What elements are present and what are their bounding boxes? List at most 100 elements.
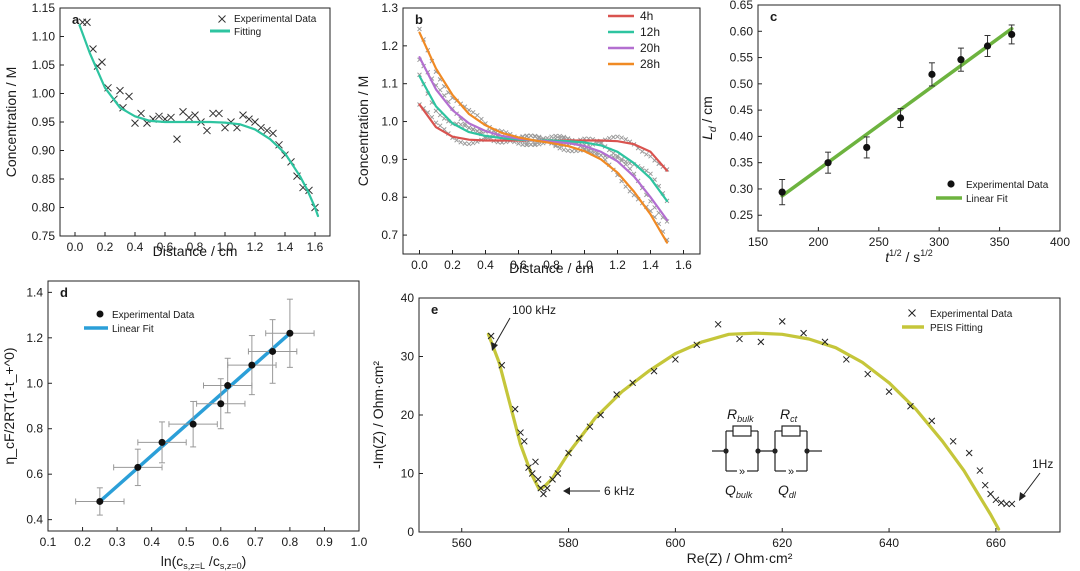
data-point (672, 356, 679, 363)
annotation-arrow (493, 317, 511, 347)
x-marker-stroke (987, 490, 994, 498)
x-tick-label: 400 (1050, 235, 1070, 249)
x-tick-label: 1.0 (217, 240, 234, 254)
x-marker-stroke (233, 123, 241, 132)
x-axis-label: Distance / cm (509, 260, 594, 276)
annotation-100khz: 100 kHz (512, 303, 556, 317)
series-line (418, 31, 669, 244)
data-point (269, 347, 277, 355)
data-point (824, 159, 832, 167)
x-marker-stroke (907, 402, 914, 410)
x-marker-stroke (561, 147, 567, 153)
x-tick-label: 350 (990, 235, 1010, 249)
x-marker-stroke (532, 458, 539, 466)
label-q-bulk-main: Q (725, 482, 736, 498)
x-marker-stroke (597, 411, 604, 419)
resistor-ct (781, 425, 801, 437)
label-q-dl-main: Q (778, 482, 789, 498)
x-marker-stroke (474, 112, 480, 118)
x-marker-stroke (417, 72, 422, 78)
data-point (540, 490, 547, 498)
x-marker-stroke (524, 142, 530, 148)
label-r-ct-main: R (780, 406, 790, 422)
data-point (532, 141, 538, 146)
data-point (454, 137, 459, 143)
x-axis-label: t1/2 / s1/2 (885, 248, 933, 265)
x-marker-stroke (209, 109, 217, 118)
x-marker-stroke (561, 134, 567, 140)
data-point (1008, 30, 1016, 39)
x-tick-label: 0.8 (187, 240, 204, 254)
x-marker-stroke (305, 186, 313, 195)
data-point (623, 161, 629, 167)
x-marker-stroke (191, 111, 199, 120)
y-tick-label: 40 (401, 291, 415, 305)
data-point (89, 45, 97, 53)
x-marker-stroke (458, 139, 464, 145)
y-tick-label: 0.9 (381, 152, 398, 166)
x-tick-label: 580 (559, 536, 579, 550)
x-marker-stroke (528, 470, 536, 477)
data-point (137, 109, 145, 118)
plot-frame (47, 280, 360, 532)
data-point (474, 112, 480, 118)
legend-label: Experimental Data (930, 309, 1013, 320)
x-tick-label: 600 (665, 536, 685, 550)
x-marker-stroke (437, 112, 443, 118)
data-point (928, 417, 936, 425)
x-marker-stroke (83, 18, 91, 27)
panel-label: d (60, 285, 68, 300)
legend-marker (908, 309, 916, 317)
data-point (466, 125, 472, 131)
data-point (245, 115, 253, 124)
x-marker-stroke (554, 470, 562, 477)
x-marker-stroke (532, 142, 538, 148)
x-marker-stroke (842, 356, 850, 363)
y-tick-label: 0.35 (730, 156, 754, 170)
x-marker-stroke (778, 318, 786, 325)
y-tick-label: 0.55 (730, 51, 754, 65)
y-axis-label-part: d (708, 126, 719, 132)
data-point (639, 149, 645, 154)
x-marker-stroke (119, 103, 127, 112)
y-tick-label: 0.50 (730, 77, 754, 91)
data-point (470, 140, 476, 146)
x-marker-stroke (615, 134, 620, 140)
x-marker-stroke (540, 490, 547, 498)
x-marker-stroke (215, 109, 223, 118)
y-axis-label: η_cF/2RT(1-t_+^0) (1, 347, 17, 464)
data-point (619, 135, 624, 141)
x-marker-stroke (131, 119, 139, 127)
data-point (987, 490, 994, 498)
x-marker-stroke (885, 388, 893, 395)
y-tick-label: 1.15 (32, 1, 56, 15)
data-point (167, 113, 175, 122)
y-tick-label: 0.6 (26, 467, 43, 481)
data-point (532, 458, 539, 466)
x-marker-stroke (520, 437, 528, 445)
x-marker-stroke (537, 484, 545, 492)
data-point (511, 405, 519, 413)
x-axis-label-part: 1/2 (889, 248, 902, 258)
data-point (800, 329, 807, 337)
data-point (116, 86, 124, 95)
data-point (896, 114, 905, 122)
data-point (217, 400, 225, 408)
circuit-node (772, 448, 778, 454)
x-tick-label: 640 (879, 536, 899, 550)
x-marker-stroke (569, 148, 575, 154)
data-point (586, 423, 594, 431)
data-point (664, 219, 670, 224)
label-q-dl: Qdl (778, 482, 797, 500)
x-marker-stroke (89, 45, 97, 53)
data-point (155, 112, 163, 121)
y-tick-label: 1.2 (381, 39, 398, 53)
x-marker-stroke (575, 435, 583, 442)
x-tick-label: 0.6 (510, 258, 527, 272)
x-axis-label-part: / s (902, 249, 921, 265)
data-point (536, 141, 542, 147)
data-point (248, 361, 256, 369)
data-point (437, 112, 443, 118)
x-axis-label-part: ) (242, 553, 247, 569)
x-tick-label: 1.4 (642, 258, 659, 272)
